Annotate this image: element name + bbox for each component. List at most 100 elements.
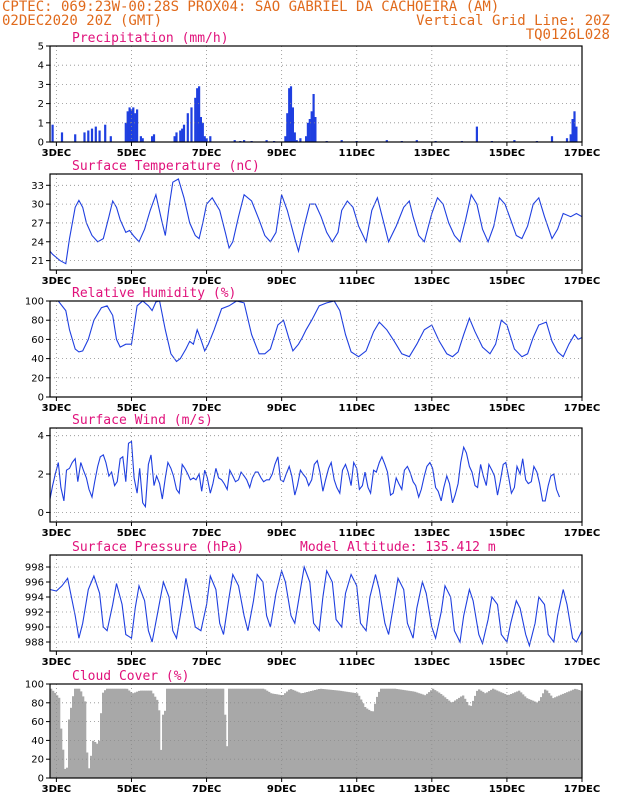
cloud-cover-column: [416, 692, 419, 778]
cloud-cover-column: [102, 692, 105, 778]
wind-xtick-label: 3DEC: [42, 528, 71, 539]
precipitation-bar: [209, 136, 212, 142]
cloud-cover-column: [440, 694, 443, 778]
cloud-cover-column: [184, 688, 187, 778]
cloud-cover-column: [508, 694, 511, 778]
cloud-cover-column: [340, 690, 343, 778]
cloud-cover-column: [362, 703, 365, 778]
cloud-cover-column: [402, 689, 405, 778]
precipitation-bar: [134, 113, 137, 142]
cloud-cover-column: [140, 690, 143, 778]
cloud-cover-column: [248, 688, 251, 778]
cloud-cover-column: [376, 696, 379, 778]
cloud-cover-column: [570, 690, 573, 778]
cloud-cover-column: [318, 689, 321, 778]
cloud-cover-column: [484, 693, 487, 778]
cloud-cover-column: [192, 688, 195, 778]
cloud-cover-column: [236, 688, 239, 778]
temperature-xtick-label: 7DEC: [192, 276, 221, 287]
cloud-cover-column: [212, 688, 215, 778]
cloud-cover-column: [308, 691, 311, 778]
cloud-cover-column: [254, 688, 257, 778]
cloud-cover-column: [430, 690, 433, 778]
cloud-cover-column: [414, 691, 417, 778]
cloud-cover-column: [240, 688, 243, 778]
cloud-cover-column: [302, 693, 305, 778]
cloud-cover-column: [424, 695, 427, 778]
cloud-cover-column: [262, 688, 265, 778]
cloud-cover-column: [468, 705, 471, 778]
cloud-cover-column: [284, 693, 287, 778]
precipitation-bar: [139, 136, 142, 142]
precipitation-bar: [179, 130, 182, 142]
cloud-cover-column: [400, 689, 403, 778]
cloud-cover-column: [174, 688, 177, 778]
cloud-cover-column: [568, 691, 571, 778]
cloud-cover-column: [322, 689, 325, 778]
cloud-cover-column: [448, 700, 451, 778]
wind-xtick-label: 7DEC: [192, 528, 221, 539]
cloud-cover-column: [372, 711, 375, 778]
precipitation-bar: [299, 138, 302, 142]
precipitation-bar: [186, 113, 189, 142]
precipitation-bar: [573, 111, 576, 142]
pressure-ytick-label: 990: [25, 623, 44, 634]
cloud-cover-column: [342, 691, 345, 778]
cloud-cover-column: [268, 691, 271, 778]
cloud-cover-column: [68, 719, 71, 778]
cloud-cover-column: [356, 693, 359, 778]
cloud-cover-column: [128, 690, 131, 778]
cloud-cover-column: [84, 701, 87, 778]
cloud-cover-column: [366, 708, 369, 778]
temperature-xtick-label: 11DEC: [339, 276, 375, 287]
cloud-cover-column: [160, 749, 163, 778]
cloud-cover-column: [74, 688, 77, 778]
cloud-cover-column: [548, 693, 551, 778]
cloud-cover-column: [116, 688, 119, 778]
humidity-xtick-label: 13DEC: [414, 403, 450, 414]
cloud-cover-column: [154, 696, 157, 778]
cloud-cover-column: [126, 688, 129, 778]
cloud-cover-column: [130, 692, 133, 778]
cloud-cover-column: [148, 690, 151, 778]
cloud-cover-column: [264, 689, 267, 778]
precipitation-bar: [308, 119, 311, 142]
precipitation-bar: [173, 136, 176, 142]
cloud-cover-column: [456, 699, 459, 778]
precipitation-bar: [289, 86, 293, 142]
precipitation-bar: [104, 124, 107, 142]
cloud-cover-column: [228, 688, 231, 778]
cloud-cover-column: [246, 688, 249, 778]
cloud-cover-column: [82, 696, 85, 778]
cloud-cover-ytick-label: 20: [31, 755, 44, 766]
precipitation-ytick-label: 5: [38, 42, 44, 53]
cloud-cover-column: [54, 692, 57, 778]
cloud-cover-column: [578, 690, 581, 778]
temperature-ytick-label: 27: [31, 218, 44, 229]
temperature-frame: [49, 173, 583, 271]
cloud-cover-column: [272, 693, 275, 778]
precipitation-bar: [306, 122, 309, 142]
cloud-cover-column: [242, 688, 245, 778]
pressure-xtick-label: 15DEC: [489, 657, 525, 668]
cloud-cover-column: [334, 690, 337, 778]
cloud-cover-column: [320, 688, 323, 778]
precipitation-bar: [312, 94, 315, 142]
cloud-cover-column: [516, 691, 519, 778]
cloud-cover-column: [482, 691, 485, 778]
wind-xtick-label: 5DEC: [117, 528, 146, 539]
cloud-cover-column: [70, 707, 73, 778]
precipitation-bar: [385, 140, 388, 142]
precipitation-bar: [190, 107, 193, 142]
cloud-cover-column: [492, 688, 495, 778]
cloud-cover-column: [224, 714, 227, 778]
precipitation-bar: [199, 117, 202, 142]
cloud-cover-column: [52, 690, 55, 778]
cloud-cover-column: [186, 688, 189, 778]
cloud-cover-column: [428, 692, 431, 778]
cloud-cover-column: [306, 692, 309, 778]
cloud-cover-column: [446, 699, 449, 778]
cloud-cover-column: [316, 689, 319, 778]
humidity-xtick-label: 3DEC: [42, 403, 71, 414]
cloud-cover-column: [132, 693, 135, 778]
